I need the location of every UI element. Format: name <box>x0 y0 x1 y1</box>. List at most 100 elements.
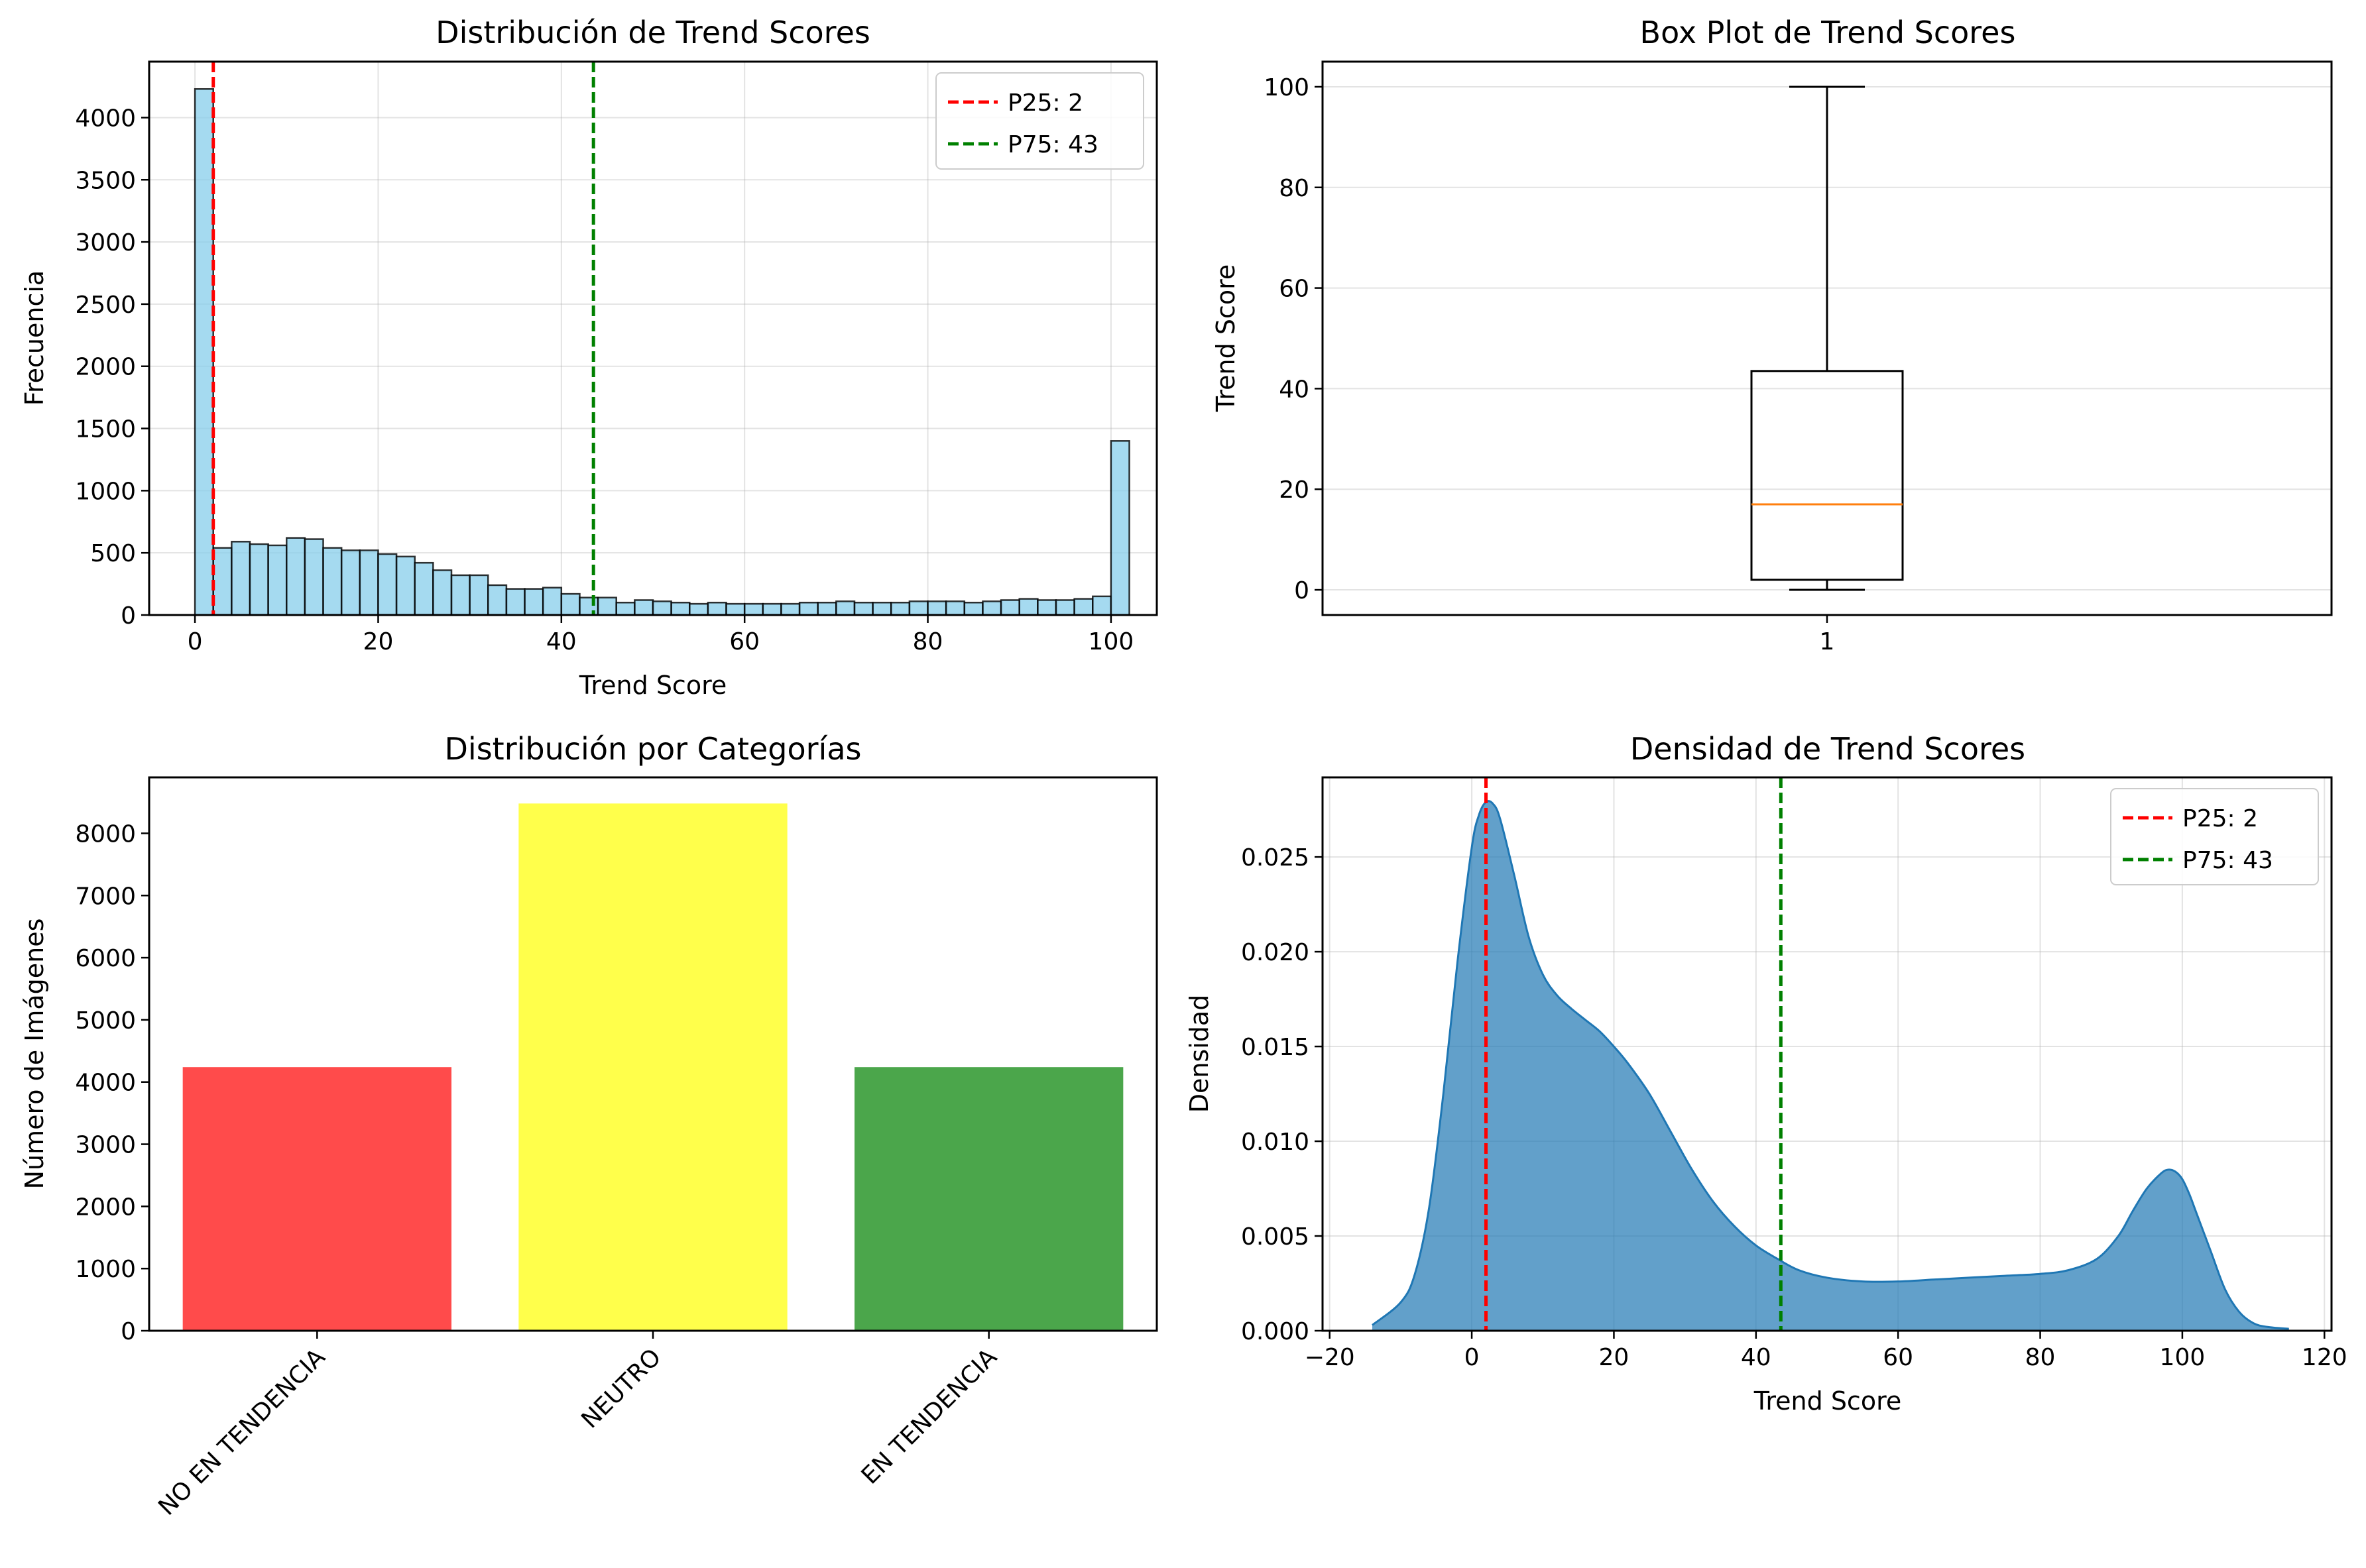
y-tick-label: 20 <box>1279 476 1309 504</box>
y-tick-label: 0.015 <box>1241 1034 1309 1061</box>
histogram-bar <box>780 602 801 616</box>
panel-histogram: Distribución de Trend Scores 0 20 40 60 80 10… <box>20 15 1158 700</box>
y-tick-label: 4000 <box>75 1070 136 1097</box>
histogram-bar <box>597 596 617 616</box>
x-tick-label: 40 <box>1741 1344 1771 1371</box>
y-tick-label: 3000 <box>75 229 136 256</box>
y-tick-label: 0 <box>1294 577 1309 604</box>
y-tick-label: 3000 <box>75 1132 136 1159</box>
histogram-bar <box>835 600 856 616</box>
histogram-bar <box>982 600 1002 616</box>
boxplot-marks <box>1750 85 1904 591</box>
histogram-bar <box>524 588 544 616</box>
density-ylabel: Densidad <box>1185 995 1214 1113</box>
density-x-ticks: −20 0 20 40 60 80 100 120 <box>1305 1331 2347 1371</box>
histogram-bar <box>817 601 837 616</box>
histogram-bar <box>670 601 691 616</box>
histogram-bar <box>542 587 563 616</box>
x-tick-label: 20 <box>1599 1344 1629 1371</box>
histogram-bar <box>579 596 599 616</box>
x-tick-label: 60 <box>1883 1344 1913 1371</box>
y-tick-label: 8000 <box>75 820 136 848</box>
histogram-bar <box>212 547 233 616</box>
histogram-bar <box>908 600 929 616</box>
histogram-title: Distribución de Trend Scores <box>436 15 870 50</box>
density-xlabel: Trend Score <box>1753 1386 1902 1416</box>
histogram-bar <box>432 569 453 616</box>
x-tick-label: 80 <box>2025 1344 2056 1371</box>
x-tick-label: 0 <box>1464 1344 1480 1371</box>
y-tick-label: 7000 <box>75 883 136 910</box>
x-tick-label: 20 <box>363 628 394 655</box>
histogram-y-ticks: 0 500 1000 1500 2000 2500 3000 3500 4000 <box>75 105 149 630</box>
categories-ylabel: Número de Imágenes <box>20 919 49 1190</box>
histogram-bar <box>872 601 892 616</box>
histogram-bar <box>762 602 782 616</box>
panel-density: Densidad de Trend Scores −20 0 20 40 60 80 100… <box>1185 731 2347 1416</box>
histogram-bar <box>707 601 727 616</box>
histogram-bar <box>469 574 489 616</box>
histogram-ylabel: Frecuencia <box>20 270 49 406</box>
boxplot-title: Box Plot de Trend Scores <box>1640 15 2016 50</box>
histogram-bar <box>377 553 398 616</box>
category-bar <box>182 1067 451 1331</box>
histogram-bar <box>1110 440 1130 616</box>
y-tick-label: 0.005 <box>1241 1223 1309 1251</box>
histogram-percentile-lines <box>211 62 595 615</box>
histogram-bars <box>194 88 1130 616</box>
histogram-bar <box>487 584 508 616</box>
x-tick-label: 0 <box>188 628 203 655</box>
histogram-bar <box>340 549 361 616</box>
histogram-bar <box>963 601 984 616</box>
density-y-ticks: 0.000 0.005 0.010 0.015 0.020 0.025 <box>1241 844 1323 1345</box>
y-tick-label: 100 <box>1264 74 1309 101</box>
y-tick-label: 0 <box>121 602 136 630</box>
density-frame <box>1321 776 2333 1332</box>
histogram-bar <box>927 600 947 616</box>
category-bar <box>518 803 788 1331</box>
y-tick-label: 80 <box>1279 175 1309 202</box>
panel-boxplot: Box Plot de Trend Scores 1 020406080100 … <box>1211 15 2333 655</box>
x-tick-label: 60 <box>729 628 760 655</box>
histogram-bar <box>1000 599 1020 616</box>
density-legend: P25: 2 P75: 43 <box>2110 788 2319 885</box>
y-tick-label: 0 <box>121 1318 136 1345</box>
histogram-bar <box>1073 598 1094 616</box>
categories-title: Distribución por Categorías <box>445 731 862 767</box>
histogram-bar <box>634 599 654 616</box>
y-tick-label: 5000 <box>75 1007 136 1035</box>
y-tick-label: 40 <box>1279 376 1309 403</box>
density-title: Densidad de Trend Scores <box>1630 731 2025 767</box>
y-tick-label: 1000 <box>75 1256 136 1283</box>
density-legend-p75-label: P75: 43 <box>2182 847 2273 874</box>
histogram-bar <box>743 602 764 616</box>
categories-y-ticks: 0 1000 2000 3000 4000 5000 6000 7000 8000 <box>75 820 149 1345</box>
histogram-bar <box>798 601 819 616</box>
y-tick-label: 6000 <box>75 945 136 972</box>
y-tick-label: 1000 <box>75 478 136 505</box>
histogram-bar <box>505 588 526 616</box>
histogram-bar <box>286 537 306 616</box>
box-iqr <box>1750 370 1904 581</box>
y-tick-label: 500 <box>90 540 136 567</box>
boxplot-ylabel: Trend Score <box>1211 264 1240 413</box>
histogram-bar <box>304 538 324 616</box>
y-tick-label: 0.010 <box>1241 1129 1309 1156</box>
boxplot-x-ticks: 1 <box>1820 615 1834 655</box>
histogram-bar <box>725 602 746 616</box>
histogram-xlabel: Trend Score <box>579 671 727 700</box>
histogram-bar <box>890 601 911 616</box>
histogram-bar <box>1055 599 1075 616</box>
y-tick-label: 2500 <box>75 292 136 319</box>
histogram-bar <box>414 561 434 616</box>
category-bar <box>855 1067 1124 1331</box>
histogram-bar <box>249 543 269 616</box>
histogram-bar <box>231 541 251 616</box>
histogram-bar <box>267 544 288 616</box>
density-curve <box>1372 800 2289 1331</box>
density-line <box>1372 800 2289 1330</box>
y-tick-label: 1500 <box>75 416 136 443</box>
x-tick-label: 40 <box>546 628 577 655</box>
